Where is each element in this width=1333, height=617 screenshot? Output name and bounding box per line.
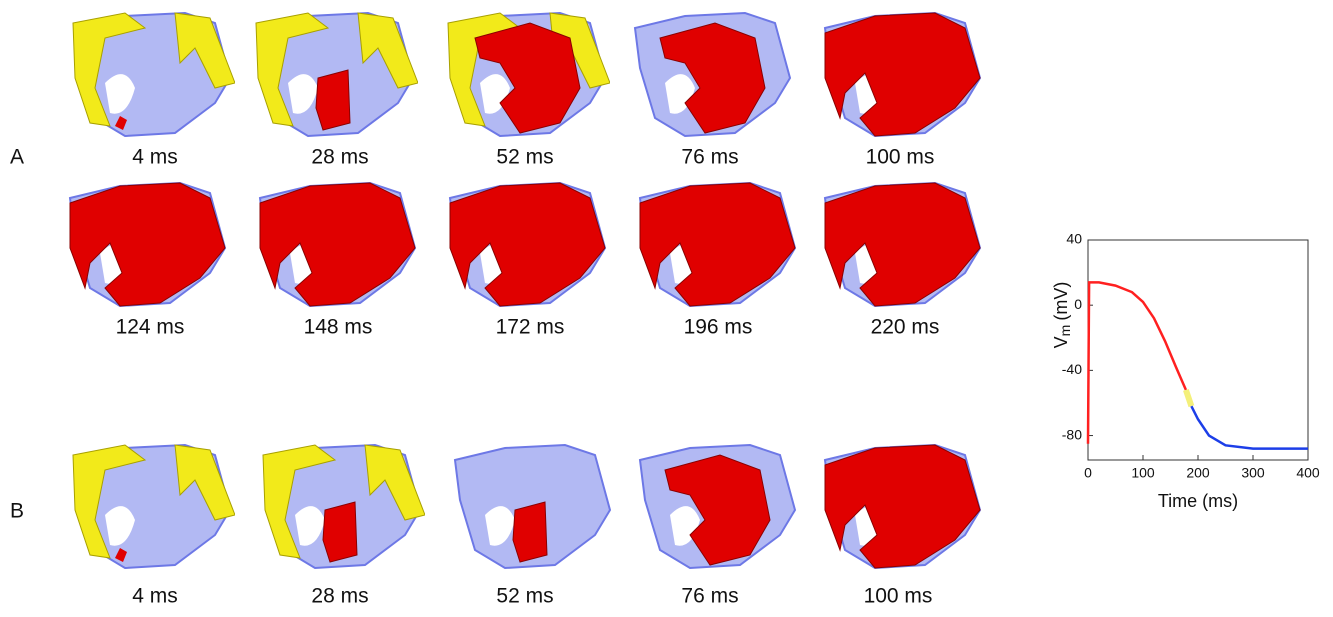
time-label: 76 ms (681, 585, 738, 608)
time-label: 4 ms (132, 146, 178, 169)
series-line (1088, 282, 1186, 443)
y-label-subscript: m (1057, 325, 1073, 337)
time-label: 28 ms (311, 585, 368, 608)
x-tick-label: 200 (1186, 465, 1210, 481)
series-line (1191, 406, 1308, 448)
panel-label: A (10, 146, 24, 169)
time-label: 76 ms (681, 146, 738, 169)
y-axis-label: Vm (mV) (1051, 282, 1073, 349)
page: A B 4 ms 28 ms 52 ms 76 ms 100 ms 124 ms… (0, 0, 1333, 617)
y-label-unit: (mV) (1051, 282, 1071, 321)
time-label: 148 ms (304, 316, 373, 339)
y-tick-label: 0 (1074, 296, 1082, 312)
x-tick-label: 0 (1084, 465, 1092, 481)
panel-label: B (10, 500, 24, 523)
panel-a-row-2 (70, 183, 980, 306)
y-label-symbol: V (1051, 336, 1071, 348)
time-label: 52 ms (496, 146, 553, 169)
time-label: 100 ms (866, 146, 935, 169)
time-label: 196 ms (684, 316, 753, 339)
plot-frame (1088, 240, 1308, 460)
y-tick-label: -40 (1062, 361, 1082, 377)
x-axis-label: Time (ms) (1158, 491, 1238, 511)
x-tick-label: 400 (1296, 465, 1320, 481)
panel-a-row-1 (73, 13, 980, 136)
time-label: 52 ms (496, 585, 553, 608)
x-tick-label: 300 (1241, 465, 1265, 481)
time-label: 100 ms (864, 585, 933, 608)
figure: A B 4 ms 28 ms 52 ms 76 ms 100 ms 124 ms… (0, 0, 1333, 612)
y-tick-label: -80 (1062, 426, 1082, 442)
time-label: 28 ms (311, 146, 368, 169)
time-label: 220 ms (871, 316, 940, 339)
series-line (1186, 390, 1192, 406)
y-tick-label: 40 (1066, 231, 1082, 247)
x-tick-label: 100 (1131, 465, 1155, 481)
panel-b-row (73, 445, 980, 568)
time-label: 172 ms (496, 316, 565, 339)
time-label: 124 ms (116, 316, 185, 339)
time-label: 4 ms (132, 585, 178, 608)
